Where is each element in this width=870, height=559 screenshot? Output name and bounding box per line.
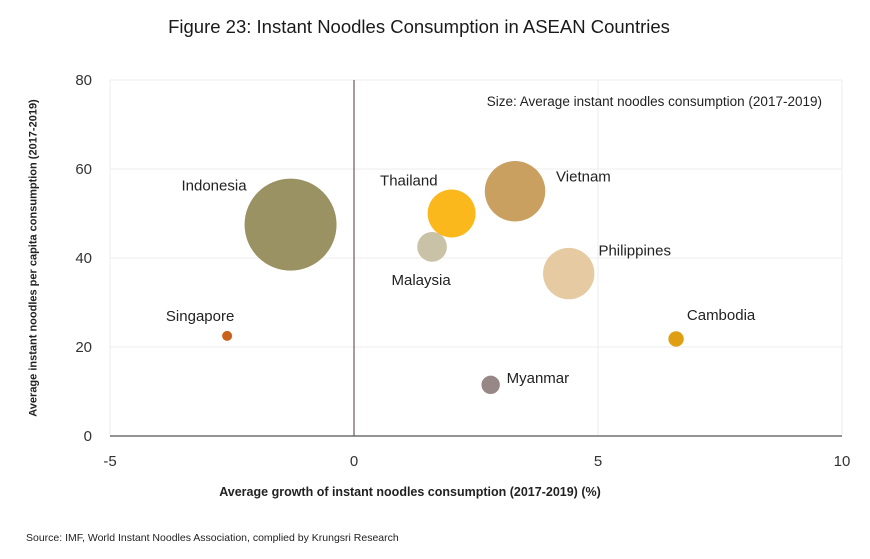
- bubble-vietnam[interactable]: [484, 161, 546, 222]
- bubble-singapore[interactable]: [222, 330, 233, 341]
- bubble-label-indonesia: Indonesia: [181, 178, 247, 195]
- x-tick-label: 0: [350, 453, 358, 470]
- grid-lines: [109, 79, 843, 437]
- bubble-label-philippines: Philippines: [598, 243, 671, 260]
- bubbles: [222, 161, 684, 395]
- bubble-label-malaysia: Malaysia: [391, 272, 451, 289]
- bubble-label-thailand: Thailand: [380, 173, 438, 190]
- bubble-indonesia[interactable]: [244, 178, 337, 271]
- y-tick-label: 80: [75, 72, 92, 89]
- source-note: Source: IMF, World Instant Noodles Assoc…: [26, 532, 399, 544]
- size-note: Size: Average instant noodles consumptio…: [487, 94, 822, 109]
- bubble-philippines[interactable]: [543, 247, 595, 300]
- bubble-labels: Indonesia Thailand Vietnam Malaysia Philippi…: [166, 168, 756, 387]
- x-tick-label: -5: [103, 453, 116, 470]
- y-tick-label: 0: [84, 428, 92, 445]
- chart-title: Figure 23: Instant Noodles Consumption i…: [168, 16, 670, 37]
- y-axis-label: Average instant noodles per capita consu…: [27, 99, 40, 417]
- bubble-label-myanmar: Myanmar: [507, 370, 570, 387]
- y-axis-label-wrap: Average instant noodles per capita consu…: [20, 80, 48, 436]
- x-axis-label: Average growth of instant noodles consum…: [219, 485, 601, 499]
- x-tick-label: 10: [834, 453, 851, 470]
- bubble-cambodia[interactable]: [668, 331, 684, 347]
- x-tick-label: 5: [594, 453, 602, 470]
- bubble-label-singapore: Singapore: [166, 308, 234, 325]
- y-tick-label: 60: [75, 161, 92, 178]
- bubble-label-cambodia: Cambodia: [687, 307, 756, 324]
- y-tick-label: 40: [75, 250, 92, 267]
- bubble-label-vietnam: Vietnam: [556, 168, 611, 185]
- bubble-malaysia[interactable]: [417, 232, 447, 262]
- tick-labels: 0 20 40 60 80 -5 0 5 10: [75, 72, 850, 470]
- bubble-myanmar[interactable]: [481, 375, 500, 395]
- bubble-thailand[interactable]: [427, 189, 476, 238]
- y-tick-label: 20: [75, 339, 92, 356]
